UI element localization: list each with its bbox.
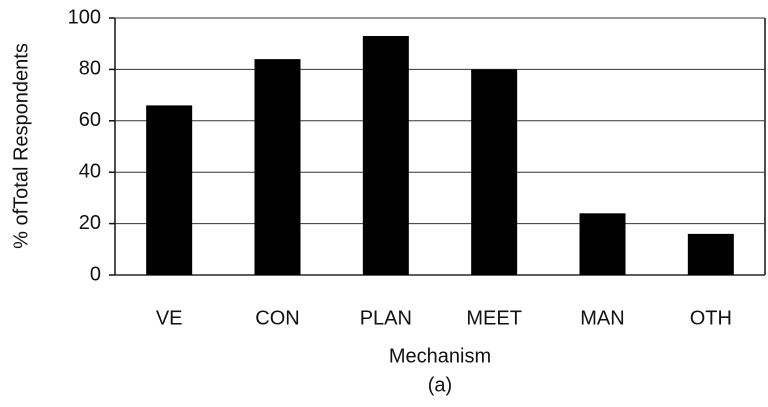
bar	[362, 35, 409, 275]
bar	[471, 69, 518, 276]
x-tick-label: MEET	[466, 307, 522, 329]
y-tick-label: 80	[79, 58, 101, 80]
bar	[579, 213, 626, 275]
x-axis-label: Mechanism	[389, 345, 491, 367]
x-tick-label: PLAN	[360, 307, 412, 329]
bar	[146, 105, 193, 275]
y-tick-label: 20	[79, 212, 101, 234]
x-tick-label: MAN	[580, 307, 624, 329]
x-tick-label: VE	[156, 307, 183, 329]
y-tick-label: 60	[79, 109, 101, 131]
bar	[254, 59, 301, 276]
caption: (a)	[428, 374, 452, 396]
y-tick-label: 100	[68, 6, 101, 28]
bar	[687, 233, 734, 275]
y-tick-label: 0	[90, 263, 101, 285]
x-tick-label: CON	[255, 307, 299, 329]
y-tick-label: 40	[79, 160, 101, 182]
y-axis-label: % ofTotal Respondents	[10, 43, 32, 249]
x-tick-label: OTH	[690, 307, 732, 329]
